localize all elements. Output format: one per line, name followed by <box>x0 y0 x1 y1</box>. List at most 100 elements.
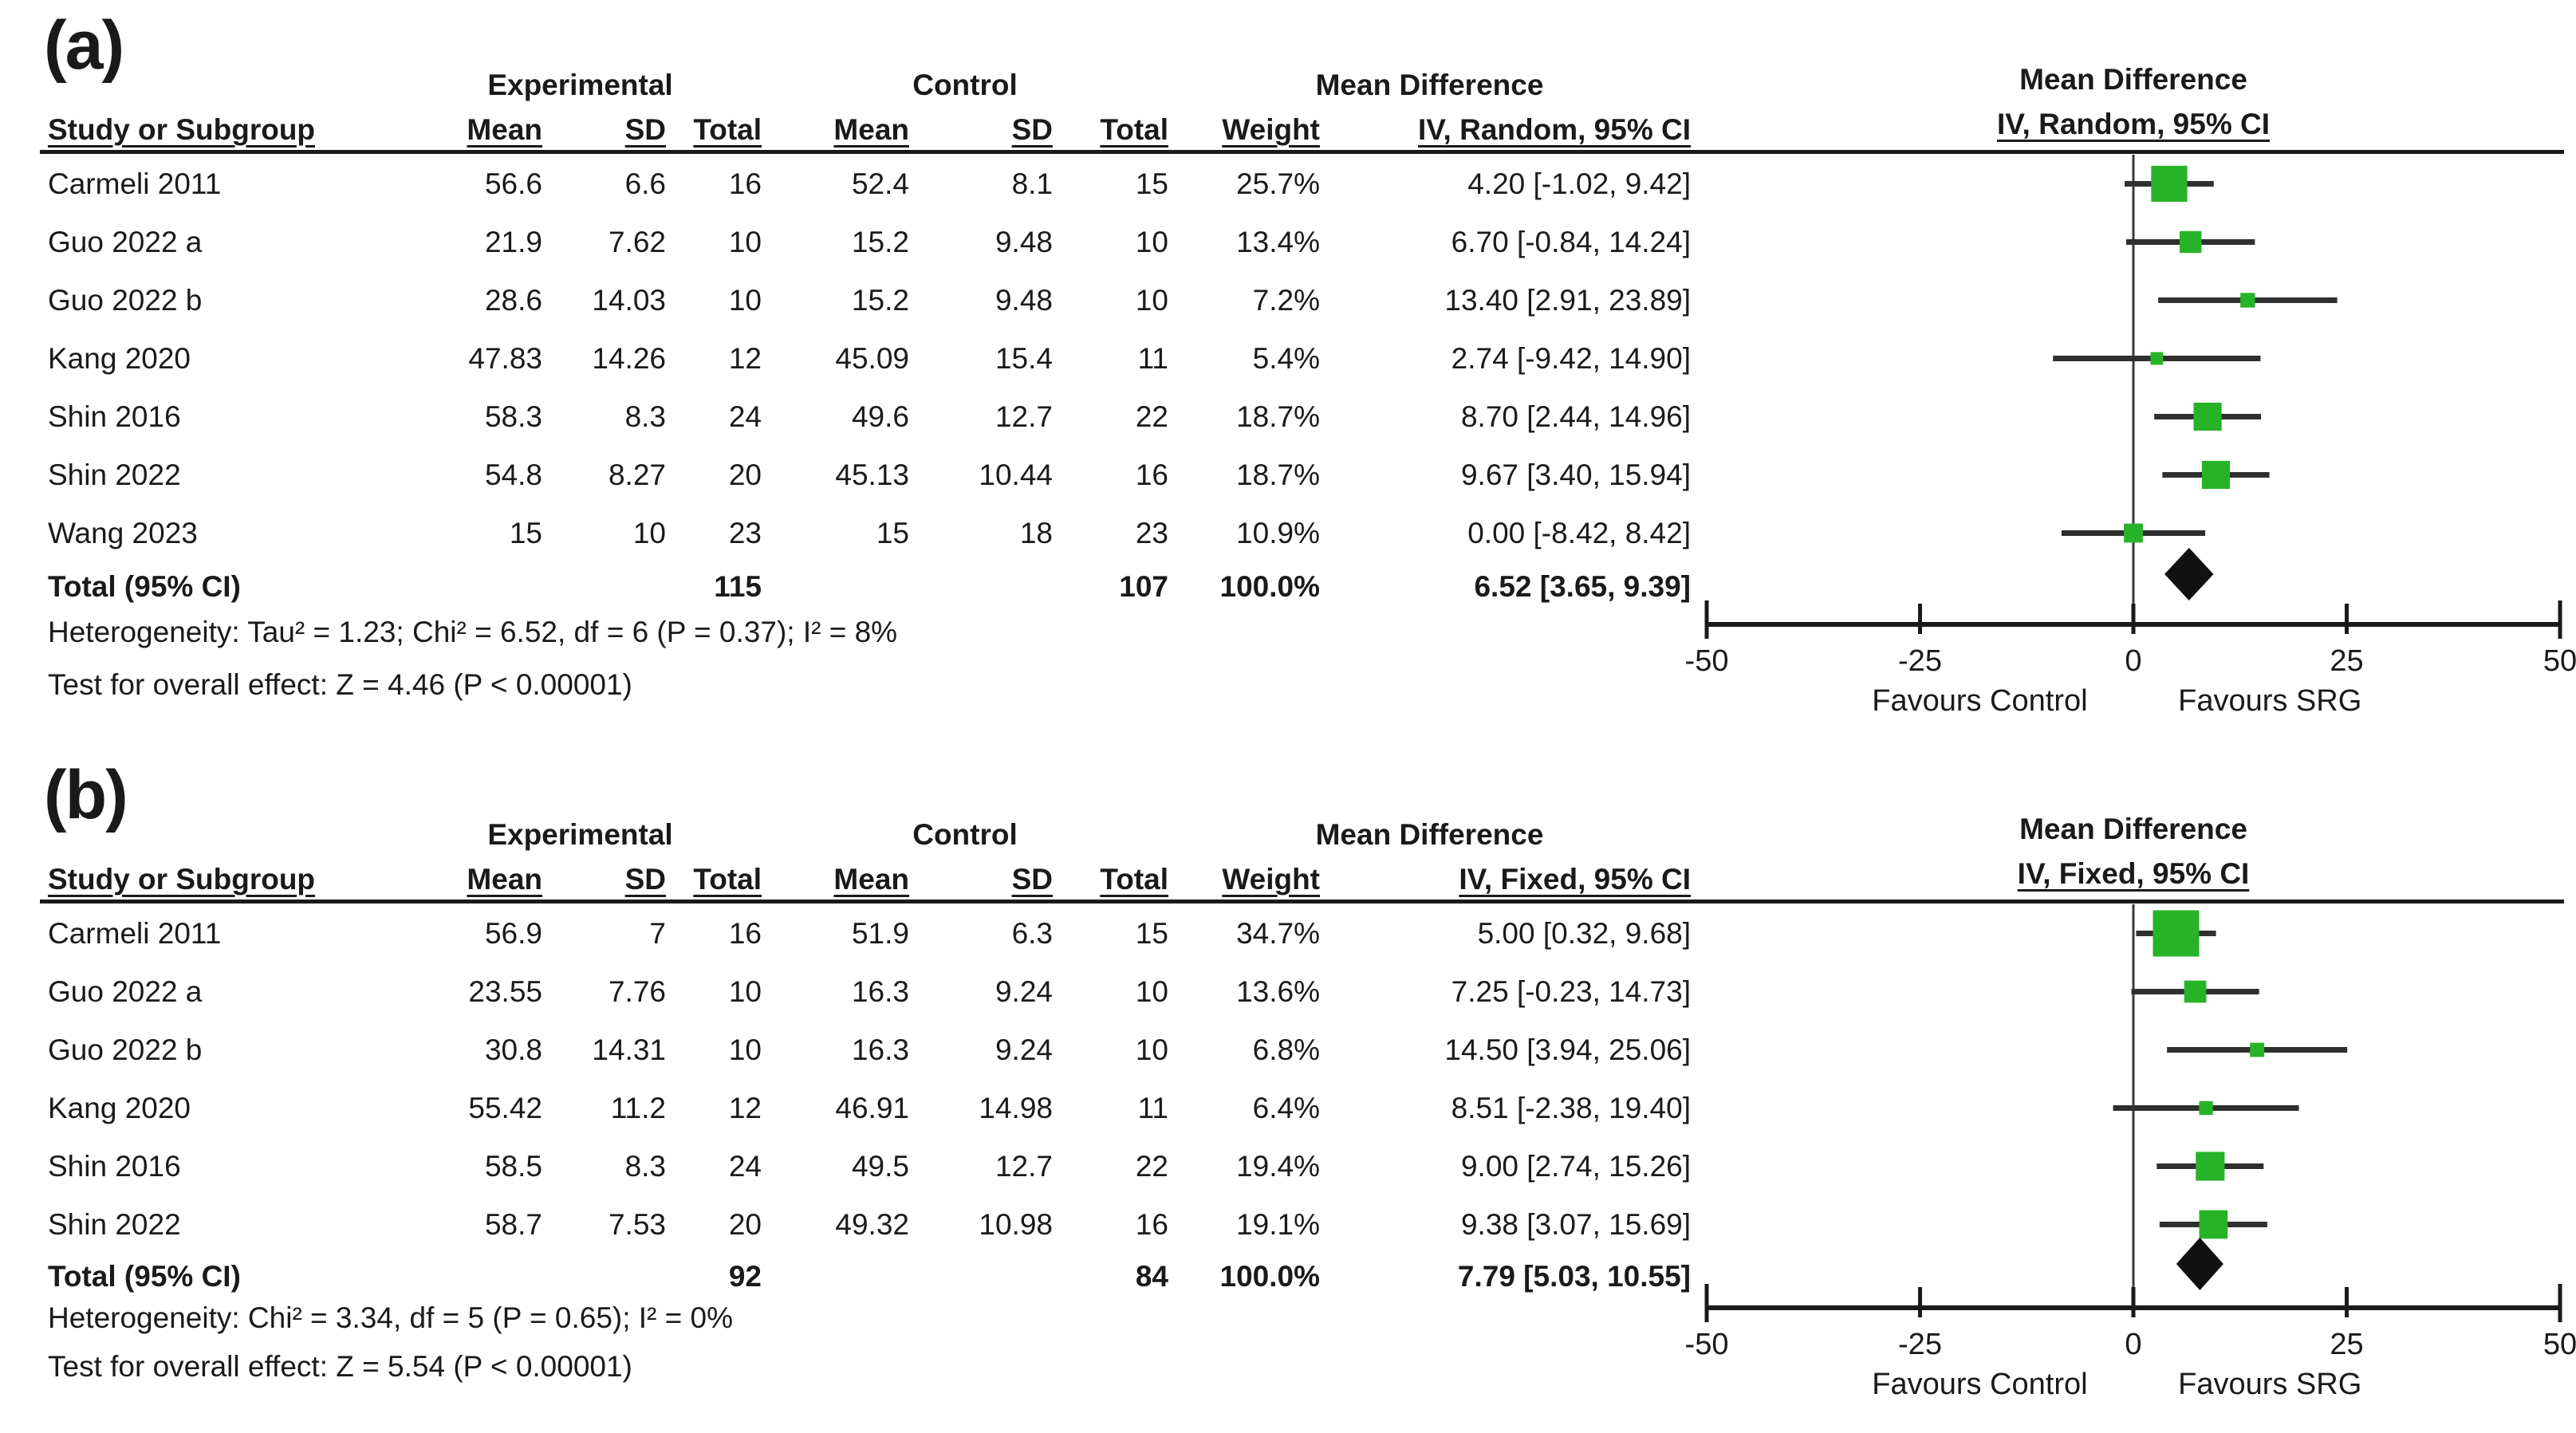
cell-ctl_total: 16 <box>1135 458 1168 491</box>
experimental-group-header: Experimental <box>487 818 673 851</box>
favours-srg-label: Favours SRG <box>2178 1368 2361 1401</box>
cell-exp_mean: 58.7 <box>484 1207 542 1241</box>
cell-exp_total: 16 <box>728 167 762 200</box>
total-row: Total (95% CI) 115 107 100.0% 6.52 [3.65, 9.… <box>48 563 1691 611</box>
study-row: Kang 2020 55.42 11.2 12 46.91 14.98 11 6.4% 8.51… <box>48 1079 1691 1137</box>
cell-ci_text: 6.52 [3.65, 9.39] <box>1474 570 1691 603</box>
effect-marker <box>2193 402 2222 431</box>
cell-ctl_total: 84 <box>1135 1260 1168 1293</box>
plot-header-subtitle: IV, Fixed, 95% CI <box>2017 857 2250 890</box>
cell-ctl_total: 107 <box>1119 570 1168 603</box>
total-row: Total (95% CI) 92 84 100.0% 7.79 [5.03, 10.5… <box>48 1253 1691 1301</box>
cell-ctl_total: 10 <box>1135 225 1168 258</box>
cell-ctl_mean: 15.2 <box>851 283 909 317</box>
study-name: Wang 2023 <box>48 516 198 549</box>
cell-ctl_mean: 15.2 <box>851 225 909 258</box>
cell-ctl_total: 22 <box>1135 400 1168 433</box>
effect-marker <box>2124 523 2143 543</box>
study-row: Carmeli 2011 56.6 6.6 16 52.4 8.1 15 25.7% 4.20 … <box>48 155 1691 213</box>
cell-ctl_total: 10 <box>1135 283 1168 317</box>
cell-ctl_sd: 18 <box>1019 516 1053 549</box>
header-rule <box>40 900 2564 903</box>
forest-plot-canvas-b: -50 -25 0 25 50 Favours Control Favours SRG <box>1685 904 2576 1401</box>
cell-exp_total: 92 <box>728 1260 762 1293</box>
favours-srg-label: Favours SRG <box>2178 684 2361 718</box>
effect-marker <box>2199 1210 2228 1239</box>
cell-ci_text: 9.38 [3.07, 15.69] <box>1460 1207 1691 1241</box>
cell-ci_text: 13.40 [2.91, 23.89] <box>1444 283 1691 317</box>
cell-ci_text: 7.25 [-0.23, 14.73] <box>1451 974 1691 1008</box>
column-header-exp-mean: Mean <box>467 113 542 146</box>
cell-ctl_mean: 49.32 <box>835 1207 909 1241</box>
cell-ctl_mean: 15 <box>876 516 909 549</box>
column-header-row: Study or Subgroup Mean SD Total Mean SD … <box>48 852 1691 896</box>
column-header-exp-sd: SD <box>624 113 666 146</box>
cell-ci_text: 9.00 [2.74, 15.26] <box>1460 1149 1691 1183</box>
cell-exp_total: 10 <box>728 225 762 258</box>
cell-ci_text: 4.20 [-1.02, 9.42] <box>1467 167 1691 200</box>
column-header-ctl-sd: SD <box>1011 863 1053 896</box>
cell-ctl_sd: 8.1 <box>1011 167 1053 200</box>
axis-tick-label: -25 <box>1898 1328 1942 1361</box>
study-rows: Carmeli 2011 56.6 6.6 16 52.4 8.1 15 25.7% 4.20 … <box>48 155 1691 562</box>
column-header-row: Study or Subgroup Mean SD Total Mean SD … <box>48 102 1691 147</box>
study-name: Guo 2022 a <box>48 974 203 1008</box>
cell-exp_total: 10 <box>728 283 762 317</box>
cell-weight: 100.0% <box>1219 1260 1321 1293</box>
overall-effect-text: Test for overall effect: Z = 5.54 (P < 0… <box>48 1350 632 1383</box>
study-rows: Carmeli 2011 56.9 7 16 51.9 6.3 15 34.7% 5.00 [0… <box>48 904 1691 1254</box>
cell-exp_sd: 8.27 <box>608 458 666 491</box>
cell-exp_sd: 10 <box>632 516 666 549</box>
cell-ctl_mean: 49.5 <box>851 1149 909 1183</box>
cell-ctl_sd: 9.48 <box>995 225 1053 258</box>
cell-ctl_mean: 16.3 <box>851 974 909 1008</box>
study-row: Carmeli 2011 56.9 7 16 51.9 6.3 15 34.7% 5.00 [0… <box>48 904 1691 963</box>
heterogeneity-text: Heterogeneity: Chi² = 3.34, df = 5 (P = … <box>48 1301 734 1334</box>
axis-tick-label: 25 <box>2330 1328 2363 1361</box>
cell-weight: 34.7% <box>1236 916 1320 950</box>
total-label: Total (95% CI) <box>48 570 241 603</box>
cell-ctl_mean: 45.09 <box>835 341 909 375</box>
cell-ctl_mean: 49.6 <box>851 400 909 433</box>
axis-tick-label: 50 <box>2543 644 2576 678</box>
plot-header: Mean Difference IV, Random, 95% CI <box>1707 57 2560 147</box>
effect-marker <box>2150 352 2164 365</box>
cell-ctl_total: 10 <box>1135 1033 1168 1066</box>
study-row: Guo 2022 a 23.55 7.76 10 16.3 9.24 10 13.6% 7.25… <box>48 963 1691 1021</box>
cell-ctl_total: 15 <box>1135 167 1168 200</box>
group-header-row: Experimental Control Mean Difference <box>48 57 1691 102</box>
cell-exp_total: 115 <box>714 570 762 603</box>
cell-weight: 10.9% <box>1236 516 1320 549</box>
cell-ctl_sd: 12.7 <box>995 400 1053 433</box>
cell-ctl_sd: 10.98 <box>979 1207 1053 1241</box>
effect-marker <box>2250 1042 2265 1057</box>
column-header-ci: IV, Fixed, 95% CI <box>1459 863 1691 896</box>
cell-exp_total: 20 <box>728 458 762 491</box>
column-header-exp-sd: SD <box>624 863 666 896</box>
study-name: Guo 2022 b <box>48 283 203 317</box>
cell-exp_sd: 7.76 <box>608 974 666 1008</box>
cell-exp_mean: 23.55 <box>468 974 542 1008</box>
cell-exp_sd: 8.3 <box>624 400 666 433</box>
cell-ci_text: 5.00 [0.32, 9.68] <box>1477 916 1691 950</box>
study-name: Guo 2022 b <box>48 1033 203 1066</box>
cell-ctl_sd: 9.24 <box>995 974 1053 1008</box>
column-header-study: Study or Subgroup <box>48 113 316 146</box>
cell-ci_text: 14.50 [3.94, 25.06] <box>1444 1033 1691 1066</box>
group-header-row: Experimental Control Mean Difference <box>48 807 1691 852</box>
column-header-weight: Weight <box>1222 113 1320 146</box>
cell-ci_text: 8.70 [2.44, 14.96] <box>1460 400 1691 433</box>
cell-weight: 18.7% <box>1236 400 1320 433</box>
cell-weight: 19.1% <box>1236 1207 1320 1241</box>
effect-marker <box>2201 460 2231 490</box>
cell-exp_sd: 8.3 <box>624 1149 666 1183</box>
cell-ctl_sd: 6.3 <box>1011 916 1053 950</box>
effect-marker <box>2184 980 2207 1003</box>
cell-exp_sd: 7.62 <box>608 225 666 258</box>
cell-weight: 18.7% <box>1236 458 1320 491</box>
cell-exp_mean: 15 <box>509 516 542 549</box>
cell-ci_text: 8.51 [-2.38, 19.40] <box>1451 1091 1691 1124</box>
mean-difference-group-header: Mean Difference <box>1315 818 1544 851</box>
column-header-exp-total: Total <box>693 863 762 896</box>
cell-ctl_sd: 9.24 <box>995 1033 1053 1066</box>
